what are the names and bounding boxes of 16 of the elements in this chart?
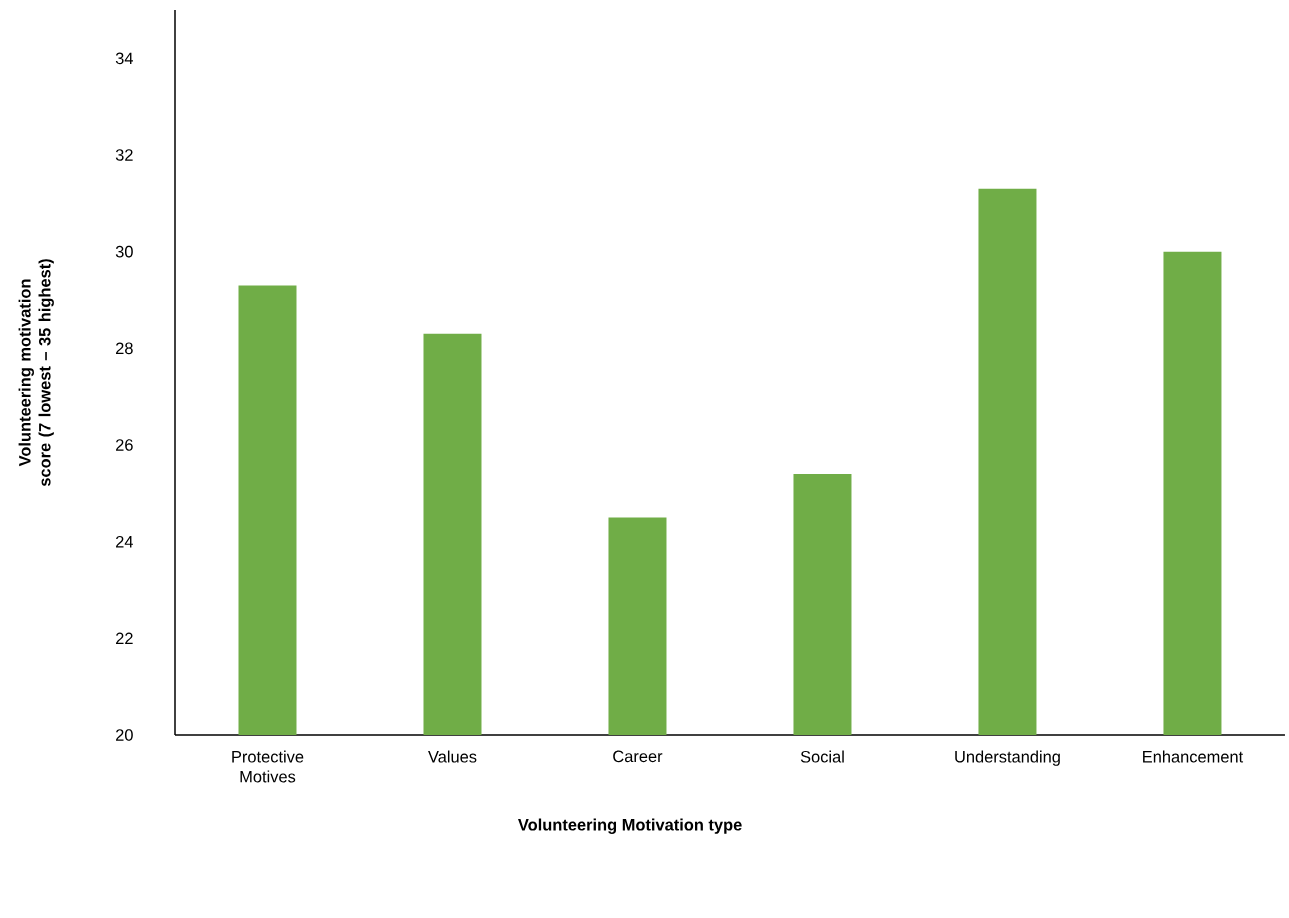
y-tick-label: 26	[116, 439, 133, 451]
x-tick-label: Values	[428, 750, 477, 763]
y-tick-label: 28	[116, 342, 133, 355]
x-tick-label: Protective Motives	[232, 750, 304, 783]
y-tick-label: 34	[115, 52, 133, 65]
y-tick-label: 32	[115, 149, 133, 161]
y-tick-label: 24	[116, 535, 133, 548]
x-tick-label: Social	[800, 750, 844, 763]
x-tick-label: Understanding	[955, 750, 1060, 766]
y-tick-label: 30	[115, 245, 133, 258]
x-tick-label: Enhancement	[1143, 750, 1244, 763]
y-tick-label: 20	[116, 729, 133, 741]
x-axis-title: Volunteering Motivation type	[518, 818, 742, 834]
y-axis-title: Volunteering motivation score (7 lowest – 35 highest)	[18, 259, 54, 487]
y-tick-label: 22	[116, 632, 133, 645]
x-tick-label: Career	[613, 750, 663, 763]
